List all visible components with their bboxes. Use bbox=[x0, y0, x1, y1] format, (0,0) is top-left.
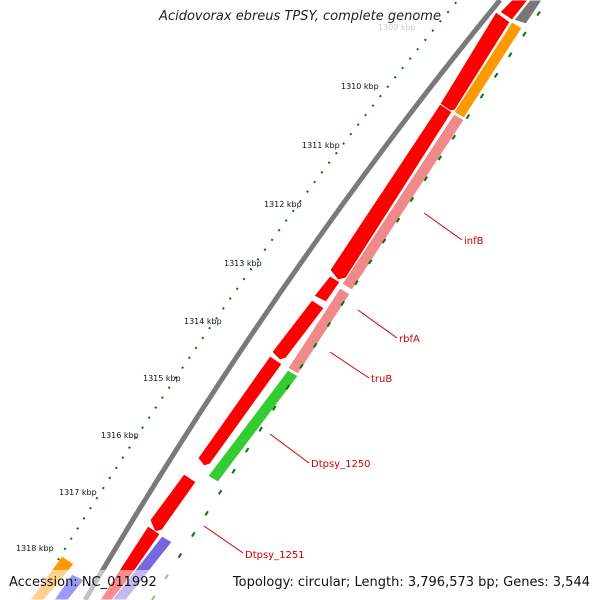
scale-tick-label: 1312 kbp bbox=[264, 200, 302, 209]
gene-label-Dtpsy_1250[interactable]: Dtpsy_1250 bbox=[311, 459, 371, 470]
cds-reverse-segment-grey[interactable] bbox=[513, 0, 543, 25]
gene-label-Dtpsy_1251[interactable]: Dtpsy_1251 bbox=[245, 550, 305, 561]
footer-backdrop bbox=[0, 570, 600, 600]
reverse-strand-track bbox=[29, 0, 543, 600]
inner-tick-ring bbox=[151, 0, 549, 600]
scale-tick-label: 1316 kbp bbox=[101, 431, 139, 440]
scale-tick-label: 1311 kbp bbox=[302, 141, 340, 150]
scale-tick-label: 1318 kbp bbox=[16, 544, 54, 553]
cds-forward-segment[interactable] bbox=[499, 0, 529, 21]
scale-tick-label: 1317 kbp bbox=[59, 488, 97, 497]
genome-summary-text: Topology: circular; Length: 3,796,573 bp… bbox=[232, 575, 590, 590]
accession-text: Accession: NC_011992 bbox=[9, 575, 157, 590]
cds-reverse-segment-infB[interactable] bbox=[341, 113, 465, 291]
cds-forward-segment[interactable] bbox=[197, 355, 283, 467]
gene-label-rbfA[interactable]: rbfA bbox=[399, 334, 420, 345]
scale-arc bbox=[57, 0, 459, 561]
cds-reverse-segment-Dtpsy_1250[interactable] bbox=[207, 369, 299, 483]
gene-labels: infB rbfA truB Dtpsy_1250 Dtpsy_1251 bbox=[245, 236, 484, 561]
genome-backbone-inner bbox=[91, 0, 509, 600]
cds-forward-segment[interactable] bbox=[329, 103, 453, 281]
forward-strand-track bbox=[99, 0, 529, 600]
leader-rbfA bbox=[357, 309, 398, 339]
leader-Dtpsy_1250 bbox=[269, 433, 310, 464]
leader-truB bbox=[329, 351, 370, 379]
cds-forward-segment[interactable] bbox=[271, 299, 325, 361]
leader-infB bbox=[423, 212, 463, 241]
scale-tick-label: 1309 kbp bbox=[378, 23, 416, 32]
scale-tick-label: 1310 kbp bbox=[341, 82, 379, 91]
cds-reverse-segment-orange[interactable] bbox=[453, 21, 523, 119]
leader-Dtpsy_1251 bbox=[203, 525, 244, 554]
scale-labels: 1309 kbp 1310 kbp 1311 kbp 1312 kbp 1313… bbox=[16, 23, 416, 553]
scale-tick-label: 1313 kbp bbox=[224, 259, 262, 268]
gene-label-truB[interactable]: truB bbox=[371, 374, 392, 385]
scale-tick-label: 1314 kbp bbox=[184, 317, 222, 326]
genome-backbone bbox=[82, 0, 502, 600]
gene-label-infB[interactable]: infB bbox=[464, 236, 484, 247]
map-title: Acidovorax ebreus TPSY, complete genome bbox=[159, 9, 441, 24]
cds-reverse-segment-rbfA[interactable] bbox=[287, 287, 351, 375]
gene-label-leaders bbox=[203, 212, 463, 554]
scale-tick-label: 1315 kbp bbox=[143, 374, 181, 383]
cds-forward-segment[interactable] bbox=[313, 275, 341, 303]
